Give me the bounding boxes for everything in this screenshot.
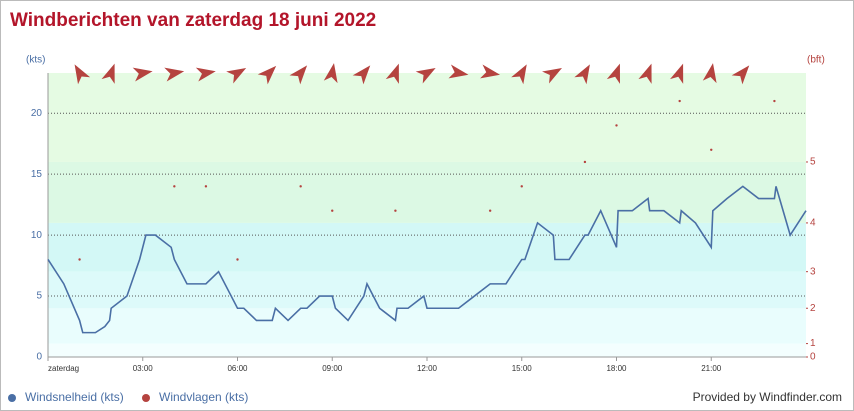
bft-band (48, 271, 806, 309)
bft-band (48, 222, 806, 272)
gust-dot (773, 99, 776, 103)
y2-tick-label: 5 (810, 157, 816, 168)
bft-band (48, 161, 806, 223)
y-tick-label: 20 (31, 108, 43, 119)
y2-tick-label: 1 (810, 338, 816, 349)
gust-dot (204, 185, 208, 188)
direction-arrow (195, 67, 216, 82)
y-tick-label: 0 (36, 352, 42, 363)
direction-arrow (606, 63, 620, 84)
gust-dot (520, 185, 523, 188)
direction-arrow (702, 63, 717, 84)
gust-dot (710, 148, 713, 151)
legend-swatch (142, 394, 150, 402)
y-tick-label: 10 (31, 230, 43, 241)
legend-swatch (8, 394, 16, 402)
legend-label: Windsnelheid (kts) (25, 390, 124, 404)
direction-arrow (415, 68, 436, 84)
direction-arrow (385, 63, 399, 84)
chart-title: Windberichten van zaterdag 18 juni 2022 (10, 10, 376, 31)
x-tick-label: zaterdag (48, 364, 79, 373)
gust-dot (488, 209, 492, 212)
gust-dot (236, 258, 239, 261)
direction-arrow (164, 67, 185, 82)
y2-tick-label: 2 (810, 303, 816, 314)
y2-tick-label: 3 (810, 266, 816, 277)
x-tick-label: 06:00 (227, 364, 248, 373)
gust-dot (299, 185, 302, 188)
gust-dot (173, 185, 176, 188)
direction-arrow (101, 63, 115, 84)
direction-arrow (670, 63, 684, 84)
x-tick-label: 03:00 (133, 364, 154, 373)
y-tick-label: 15 (31, 169, 43, 180)
direction-arrow (511, 64, 527, 85)
direction-arrow (638, 63, 652, 84)
direction-arrow (74, 64, 91, 85)
direction-arrow (289, 65, 308, 85)
gust-dot (678, 99, 681, 103)
bft-band (48, 343, 806, 357)
gust-dot (331, 209, 334, 212)
x-tick-label: 12:00 (417, 364, 438, 373)
x-tick-label: 15:00 (512, 364, 533, 373)
y-tick-label: 5 (36, 291, 42, 302)
gust-dot (78, 258, 81, 261)
direction-arrow (352, 65, 371, 85)
wind-speed-line (47, 185, 807, 334)
direction-arrow (731, 65, 750, 85)
direction-arrow (480, 64, 501, 79)
bft-band (48, 73, 806, 162)
direction-arrow (542, 68, 562, 84)
direction-arrow (226, 68, 247, 84)
direction-arrow (132, 67, 153, 82)
bft-band (48, 308, 806, 344)
x-tick-label: 21:00 (701, 364, 722, 373)
y2-tick-label: 4 (810, 218, 816, 229)
y2-axis-label: (bft) (807, 55, 825, 66)
x-tick-label: 09:00 (322, 364, 343, 373)
gust-dot (615, 124, 618, 127)
y-axis-label: (kts) (26, 55, 45, 66)
direction-arrow (448, 64, 469, 79)
gust-dot (394, 209, 397, 212)
y2-tick-label: 0 (810, 352, 816, 363)
direction-arrow (574, 64, 590, 85)
direction-arrow (257, 65, 277, 85)
direction-arrow (323, 63, 338, 84)
gust-dot (583, 160, 587, 164)
credit: Provided by Windfinder.com (693, 390, 842, 404)
legend-label: Windvlagen (kts) (159, 390, 248, 404)
x-tick-label: 18:00 (606, 364, 627, 373)
